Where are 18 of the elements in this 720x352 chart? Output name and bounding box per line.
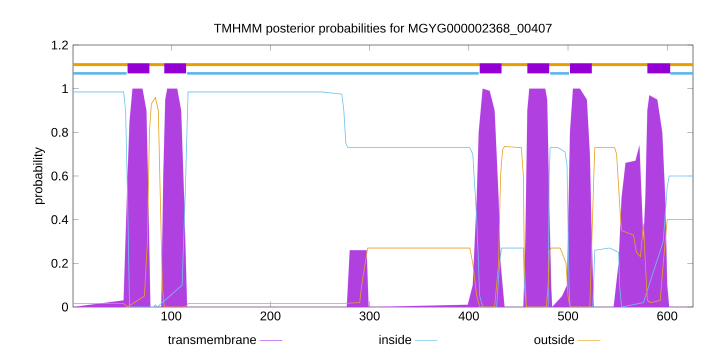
y-tick-label: 0.8 [51,128,68,137]
y-tick-label: 0.4 [51,215,68,224]
x-tick-label: 200 [260,311,280,320]
y-tick-label: 0.6 [51,172,68,180]
x-tick-label: 100 [162,311,182,320]
legend-label: transmembrane [168,334,256,344]
y-tick-label: 0.2 [51,258,68,268]
y-tick-label: 1.2 [52,40,68,50]
y-axis-title: probability [33,147,45,204]
x-tick-label: 500 [558,311,578,320]
legend-label: inside [380,334,412,344]
x-tick-label: 300 [360,311,380,320]
legend-label: outside [534,334,574,344]
y-tick-label: 1 [62,84,68,94]
y-tick-label: 0 [62,302,68,312]
x-tick-label: 400 [458,311,479,320]
x-tick-label: 600 [657,311,678,320]
chart-title: TMHMM posterior probabilities for MGYG000002368_00407 [214,23,552,36]
